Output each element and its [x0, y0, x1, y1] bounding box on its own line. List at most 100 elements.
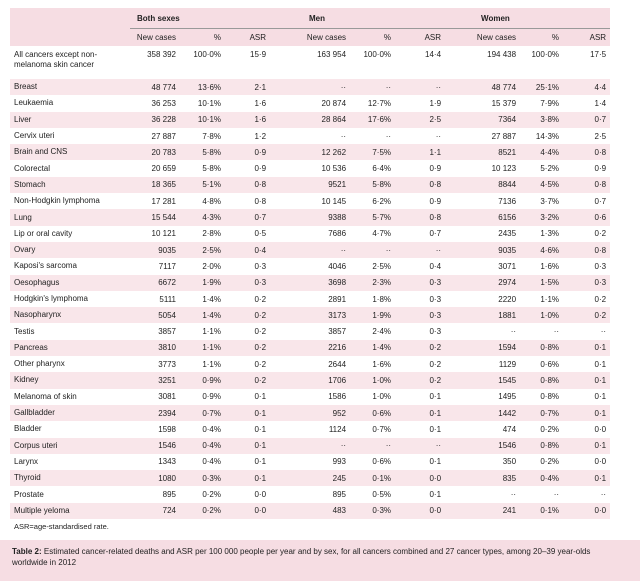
cell: 1124: [328, 424, 347, 434]
caption-text: Estimated cancer-related deaths and ASR …: [12, 547, 591, 567]
cell: 4·6%: [520, 241, 564, 259]
cell: 0·2: [594, 229, 607, 239]
cell: 0·8%: [520, 437, 564, 454]
row-label: Stomach: [10, 176, 130, 194]
cell: 0·2: [429, 359, 442, 369]
cell: 0·1: [225, 470, 271, 487]
column-header: ASR: [395, 28, 446, 46]
cell: 0·0: [594, 424, 607, 434]
cell: 0·8: [395, 176, 446, 194]
cell: 0·1: [429, 392, 442, 402]
cell: 5·2%: [540, 164, 560, 174]
cell: 2394: [130, 404, 180, 422]
cell: 0·1: [563, 372, 611, 389]
cell: ··: [553, 490, 560, 500]
table-row: Oesophagus 6672 1·9% 0·3 3698 2·3% 0·3 2974 1·5%…: [10, 274, 611, 291]
row-label: Bladder: [14, 424, 42, 434]
cell: 18 365: [130, 176, 180, 194]
cell: 2·3%: [350, 274, 396, 291]
row-label: Hodgkin's lymphoma: [14, 294, 89, 303]
row-label: Nasopharynx: [10, 307, 130, 324]
cell: 4046: [328, 261, 347, 271]
cell: 17·5: [590, 50, 607, 59]
cell: 0·8%: [540, 392, 560, 402]
cell: ··: [350, 437, 396, 454]
cell: 0·9: [225, 144, 271, 161]
cell: 9388: [270, 209, 351, 226]
cell: 0·7%: [520, 404, 564, 422]
cell: 10 121: [151, 229, 176, 239]
row-label: Kidney: [10, 372, 130, 389]
cell: 27 887: [491, 131, 517, 141]
cell: 0·4%: [202, 424, 221, 434]
cell: 1·2: [254, 131, 267, 141]
table-row: Liver 36 228 10·1% 1·6 28 864 17·6% 2·5 7364 3·8…: [10, 111, 611, 128]
cell: 0·4: [429, 261, 442, 271]
cell: ··: [435, 131, 442, 141]
cell: 0·9%: [202, 392, 221, 402]
cell: 3·8%: [520, 111, 564, 128]
cell: 0·9: [429, 164, 442, 174]
cell: 1·4%: [180, 307, 225, 324]
cell: 6156: [445, 209, 521, 226]
cell: 1·3%: [540, 229, 560, 239]
row-label: Thyroid: [10, 470, 130, 487]
table-row: Colorectal 20 659 5·8% 0·9 10 536 6·4% 0·9 10 1…: [10, 160, 610, 176]
row-label: Cervix uteri: [14, 131, 55, 141]
table-row: Corpus uteri 1546 0·4% 0·1 ·· ·· ·· 1546 0·8% 0·1: [10, 437, 611, 454]
cell: 1·6: [254, 98, 267, 108]
cell: 1·1%: [202, 327, 221, 337]
table-row: Nasopharynx 5054 1·4% 0·2 3173 1·9% 0·3 1881 1·0…: [10, 307, 611, 324]
table-row: Leukaemia 36 253 10·1% 1·6 20 874 12·7% 1·9 15 …: [10, 95, 610, 111]
row-label: Liver: [10, 111, 130, 128]
column-header: New cases: [445, 28, 521, 46]
cell: 100·0%: [193, 50, 221, 59]
cell: 13·6%: [180, 79, 225, 96]
cell: 1·1%: [202, 359, 221, 369]
cell: 0·8: [563, 241, 611, 259]
cell: 6·2%: [372, 196, 392, 206]
cell: 0·3: [395, 274, 446, 291]
cell: 7136: [498, 196, 517, 206]
cell: ··: [395, 437, 446, 454]
cell: 0·3: [563, 274, 611, 291]
table-row: Non-Hodgkin lymphoma 17 281 4·8% 0·8 10 145 6…: [10, 193, 610, 209]
cell: 2974: [445, 274, 521, 291]
cell: 835: [445, 470, 521, 487]
cell: 0·3: [429, 294, 442, 304]
cell: 10·1%: [197, 98, 221, 108]
cell: ··: [600, 327, 607, 337]
cell: 14·3%: [535, 131, 560, 141]
cell: 0·1: [563, 404, 611, 422]
cell: 48 774: [130, 79, 180, 96]
cell: 1·6: [225, 111, 271, 128]
cell: 8844: [445, 176, 521, 194]
cell: 0·9%: [180, 372, 225, 389]
cell: 0·1: [563, 437, 611, 454]
cell: 10 536: [321, 164, 347, 174]
cell: 0·3: [395, 307, 446, 324]
row-label: Multiple yeloma: [10, 502, 130, 520]
cell: 3857: [158, 327, 176, 337]
cell: 0·8: [225, 176, 271, 194]
cell: 10·1%: [180, 111, 225, 128]
cell: 0·2: [395, 372, 446, 389]
cell: 0·0: [395, 470, 446, 487]
cell: 27 887: [151, 131, 176, 141]
column-header: %: [520, 28, 564, 46]
cell: ··: [553, 327, 560, 337]
cell: 0·1%: [520, 502, 564, 520]
cell: 0·5%: [372, 490, 392, 500]
table-row: Other pharynx 3773 1·1% 0·2 2644 1·6% 0·2 1129 0…: [10, 356, 610, 372]
cell: 0·1: [563, 470, 611, 487]
row-label: Oesophagus: [10, 274, 130, 291]
cell: 0·2: [563, 307, 611, 324]
cell: 12·7%: [367, 98, 392, 108]
cell: 2·4%: [372, 327, 392, 337]
cell: 1442: [445, 404, 521, 422]
cell: 4·4%: [520, 144, 564, 161]
cell: 1545: [445, 372, 521, 389]
cell: 0·0: [225, 502, 271, 520]
cell: ··: [270, 437, 351, 454]
cell: 1·0%: [372, 392, 392, 402]
